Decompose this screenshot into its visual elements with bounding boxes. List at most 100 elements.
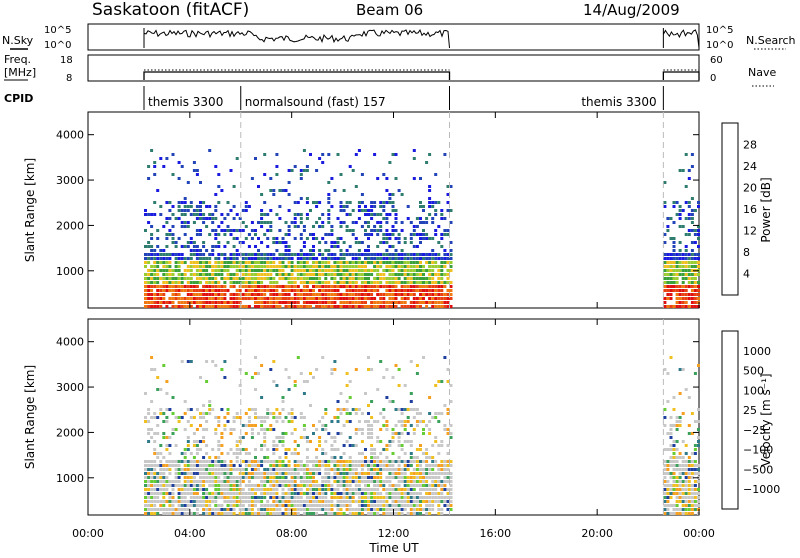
velocity-echo-cell xyxy=(229,460,233,463)
power-echo-cell xyxy=(382,241,386,244)
power-echo-cell xyxy=(403,273,407,276)
power-echo-cell xyxy=(681,293,685,296)
power-echo-cell xyxy=(257,281,260,284)
velocity-echo-cell xyxy=(159,460,163,463)
power-echo-cell xyxy=(183,277,187,280)
velocity-echo-cell xyxy=(199,376,202,379)
power-echo-cell xyxy=(150,269,154,272)
velocity-echo-cell xyxy=(351,508,355,511)
power-echo-cell xyxy=(165,245,169,248)
power-echo-cell xyxy=(446,193,450,196)
power-echo-cell xyxy=(354,265,358,268)
velocity-echo-cell xyxy=(199,416,202,419)
velocity-echo-cell xyxy=(254,496,257,499)
power-echo-cell xyxy=(394,249,398,252)
power-echo-cell xyxy=(235,265,239,268)
power-echo-cell xyxy=(293,165,297,168)
power-echo-cell xyxy=(336,237,340,240)
velocity-echo-cell xyxy=(168,408,172,411)
velocity-echo-cell xyxy=(690,432,694,435)
power-echo-cell xyxy=(385,217,389,220)
power-echo-cell xyxy=(364,301,367,304)
velocity-echo-cell xyxy=(449,460,453,463)
velocity-echo-cell xyxy=(339,492,343,495)
power-echo-cell xyxy=(309,297,312,300)
velocity-echo-cell xyxy=(153,488,157,491)
velocity-echo-cell xyxy=(425,496,429,499)
velocity-echo-cell xyxy=(440,440,444,443)
velocity-echo-cell xyxy=(367,404,370,407)
velocity-echo-cell xyxy=(156,476,160,479)
power-echo-cell xyxy=(257,249,260,252)
velocity-echo-cell xyxy=(339,496,343,499)
power-echo-cell xyxy=(394,209,398,212)
velocity-echo-cell xyxy=(376,468,380,471)
velocity-echo-cell xyxy=(348,468,352,471)
velocity-echo-cell xyxy=(211,476,215,479)
velocity-echo-cell xyxy=(302,416,306,419)
velocity-echo-cell xyxy=(425,456,429,459)
velocity-echo-cell xyxy=(431,504,435,507)
power-echo-cell xyxy=(379,273,383,276)
power-echo-cell xyxy=(382,305,386,308)
velocity-echo-cell xyxy=(379,508,383,511)
velocity-echo-cell xyxy=(150,512,154,515)
power-echo-cell xyxy=(446,293,450,296)
velocity-echo-cell xyxy=(379,464,383,467)
velocity-echo-cell xyxy=(379,452,383,455)
power-echo-cell xyxy=(192,209,196,212)
velocity-echo-cell xyxy=(422,420,425,423)
power-echo-cell xyxy=(162,297,166,300)
velocity-echo-cell xyxy=(180,452,184,455)
power-echo-cell xyxy=(281,293,285,296)
velocity-echo-cell xyxy=(333,492,337,495)
velocity-echo-cell xyxy=(266,512,270,515)
power-echo-cell xyxy=(177,253,181,256)
velocity-echo-cell xyxy=(211,408,215,411)
noise-trace-1 xyxy=(662,27,700,49)
velocity-echo-cell xyxy=(342,472,346,475)
velocity-echo-cell xyxy=(150,416,154,419)
power-echo-cell xyxy=(211,217,215,220)
y-tick-label-power-0: 1000 xyxy=(56,265,84,278)
power-echo-cell xyxy=(238,229,242,232)
power-echo-cell xyxy=(354,285,358,288)
power-echo-cell xyxy=(272,297,276,300)
velocity-echo-cell xyxy=(183,464,187,467)
power-echo-cell xyxy=(364,233,367,236)
power-echo-cell xyxy=(446,257,450,260)
velocity-echo-cell xyxy=(412,484,416,487)
velocity-echo-cell xyxy=(354,492,358,495)
velocity-echo-cell xyxy=(244,460,248,463)
power-echo-cell xyxy=(315,265,319,268)
power-echo-cell xyxy=(333,285,337,288)
power-echo-cell xyxy=(342,277,346,280)
velocity-echo-cell xyxy=(382,496,386,499)
power-echo-cell xyxy=(400,305,404,308)
velocity-echo-cell xyxy=(305,512,309,515)
power-echo-cell xyxy=(690,277,694,280)
velocity-echo-cell xyxy=(449,508,453,511)
velocity-echo-cell xyxy=(202,492,206,495)
velocity-echo-cell xyxy=(238,368,242,371)
velocity-echo-cell xyxy=(165,408,169,411)
velocity-echo-cell xyxy=(284,452,288,455)
velocity-echo-cell xyxy=(192,492,196,495)
power-echo-cell xyxy=(214,305,218,308)
velocity-echo-cell xyxy=(330,448,334,451)
velocity-echo-cell xyxy=(266,460,270,463)
power-echo-cell xyxy=(278,285,282,288)
velocity-echo-cell xyxy=(162,432,166,435)
power-echo-cell xyxy=(339,261,343,264)
velocity-echo-cell xyxy=(272,508,276,511)
power-echo-cell xyxy=(321,221,325,224)
power-echo-cell xyxy=(244,225,248,228)
velocity-echo-cell xyxy=(226,500,230,503)
power-echo-cell xyxy=(266,221,270,224)
power-echo-cell xyxy=(199,273,202,276)
power-echo-cell xyxy=(382,173,386,176)
velocity-echo-cell xyxy=(428,396,432,399)
velocity-echo-cell xyxy=(144,508,147,511)
power-echo-cell xyxy=(263,273,267,276)
velocity-echo-cell xyxy=(278,460,282,463)
